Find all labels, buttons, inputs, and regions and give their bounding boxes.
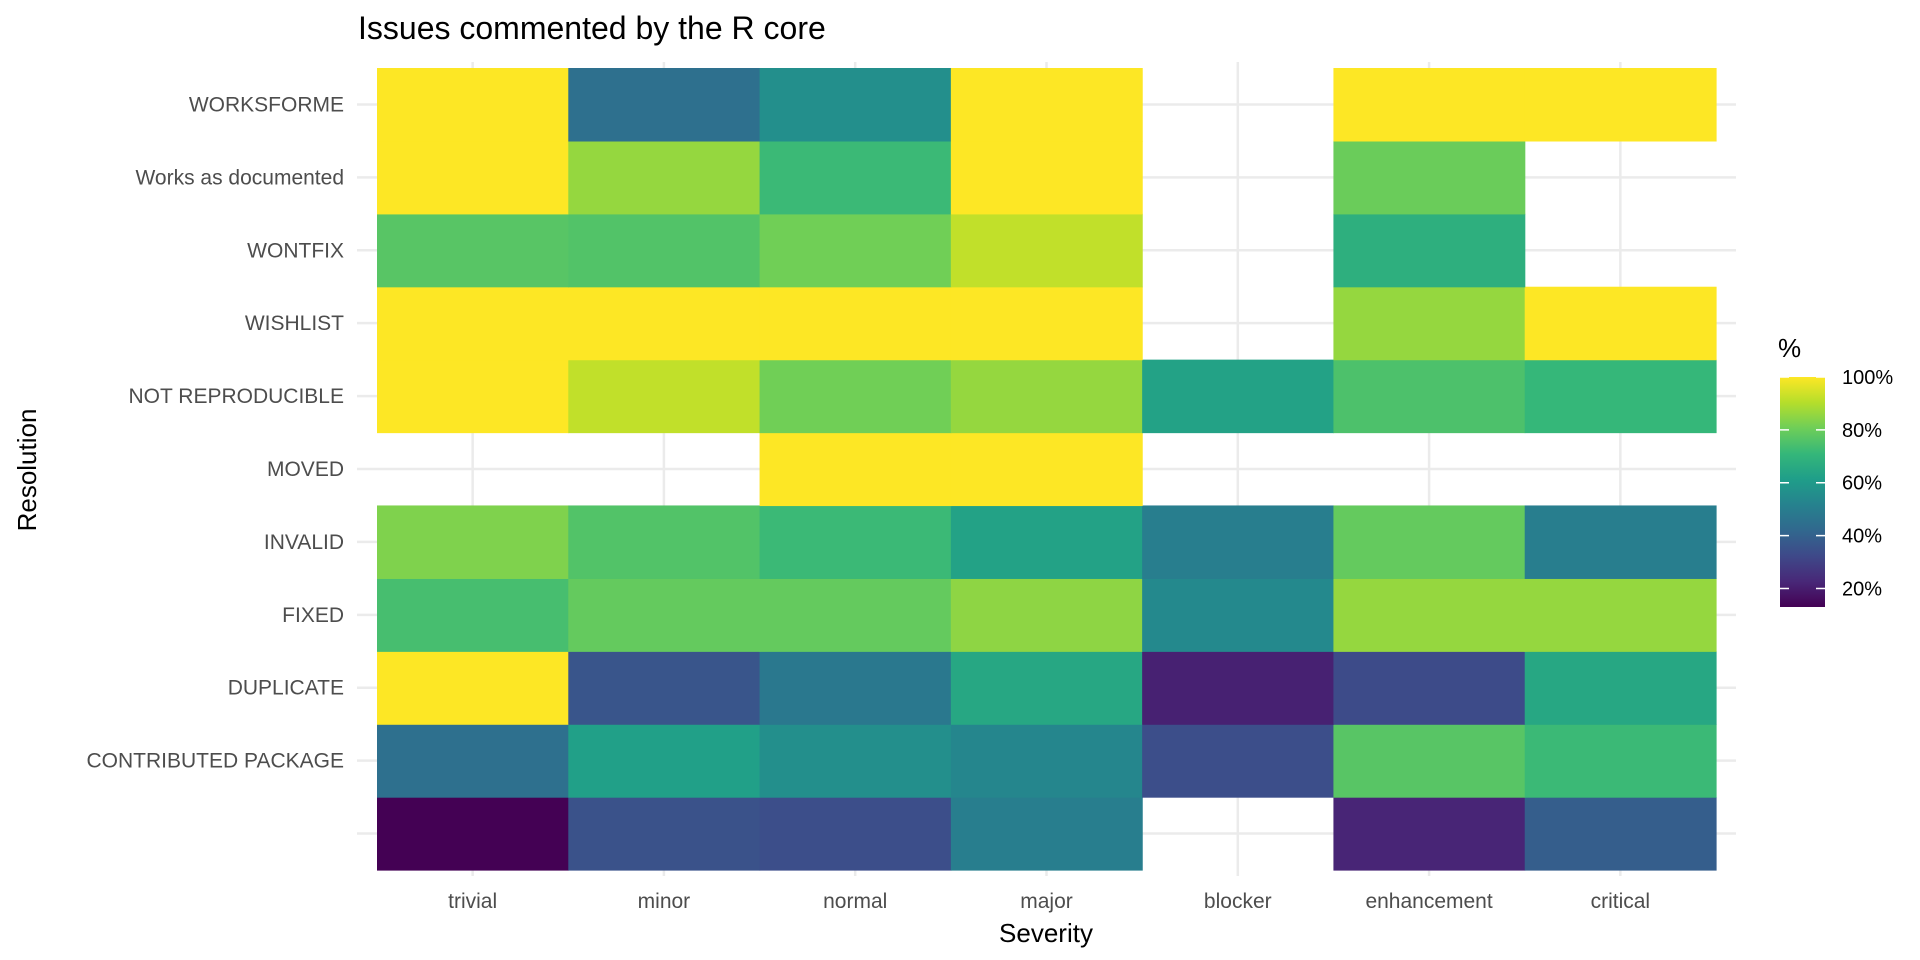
colorbar-tick-label: 100% bbox=[1842, 367, 1893, 389]
heatmap-cell bbox=[1333, 724, 1526, 798]
heatmap-cell bbox=[759, 797, 952, 871]
heatmap-cell bbox=[1333, 140, 1526, 215]
colorbar-tick-label: 40% bbox=[1842, 526, 1882, 548]
x-axis-ticks: trivial minor normal major blocker enhancemen… bbox=[448, 890, 1650, 913]
x-tick-label: normal bbox=[823, 890, 887, 913]
heatmap-cell bbox=[759, 578, 952, 652]
chart-title: Issues commented by the R core bbox=[358, 10, 826, 46]
colorbar-ticks: 20% 40% 60% 80% 100% bbox=[1780, 367, 1893, 600]
x-axis-title: Severity bbox=[999, 918, 1093, 948]
y-tick-label: CONTRIBUTED PACKAGE bbox=[87, 750, 344, 773]
y-tick-label: NOT REPRODUCIBLE bbox=[129, 385, 345, 408]
heatmap-cell bbox=[1333, 578, 1526, 652]
heatmap-cell bbox=[759, 213, 952, 288]
heatmap-cell bbox=[950, 432, 1143, 507]
heatmap-cell bbox=[568, 213, 761, 288]
x-tick-label: blocker bbox=[1204, 890, 1272, 913]
y-tick-label: DUPLICATE bbox=[228, 677, 344, 700]
colorbar-tick-label: 20% bbox=[1842, 578, 1882, 600]
heatmap-cell bbox=[1142, 724, 1335, 798]
heatmap-cell bbox=[1333, 286, 1526, 361]
heatmap-cell bbox=[1142, 651, 1335, 725]
heatmap-cell bbox=[1333, 359, 1526, 434]
heatmap-cell bbox=[950, 724, 1143, 798]
heatmap-cell bbox=[568, 797, 761, 871]
heatmap-cells bbox=[377, 68, 1717, 871]
heatmap-cell bbox=[568, 651, 761, 725]
heatmap-cell bbox=[1524, 578, 1717, 652]
heatmap-cell bbox=[377, 68, 569, 142]
x-tick-label: critical bbox=[1591, 890, 1651, 913]
heatmap-cell bbox=[568, 505, 761, 579]
colorbar-tick-label: 80% bbox=[1842, 420, 1882, 442]
y-tick-label: FIXED bbox=[282, 604, 344, 627]
heatmap-cell bbox=[1524, 68, 1717, 142]
x-tick-label: major bbox=[1020, 890, 1073, 913]
heatmap-cell bbox=[1333, 505, 1526, 579]
heatmap-cell bbox=[377, 797, 569, 871]
heatmap-cell bbox=[950, 505, 1143, 579]
heatmap-cell bbox=[568, 724, 761, 798]
heatmap-cell bbox=[1524, 286, 1717, 361]
heatmap-cell bbox=[759, 140, 952, 215]
y-tick-label: WORKSFORME bbox=[189, 93, 344, 116]
legend-title: % bbox=[1778, 333, 1801, 363]
x-tick-label: trivial bbox=[448, 890, 497, 913]
heatmap-cell bbox=[1333, 213, 1526, 288]
heatmap-cell bbox=[568, 359, 761, 434]
heatmap-cell bbox=[568, 140, 761, 215]
heatmap-cell bbox=[1524, 359, 1717, 434]
heatmap-cell bbox=[1142, 578, 1335, 652]
heatmap-cell bbox=[759, 505, 952, 579]
heatmap-cell bbox=[1524, 505, 1717, 579]
heatmap-cell bbox=[377, 505, 569, 579]
heatmap-cell bbox=[377, 140, 569, 215]
heatmap-cell bbox=[950, 578, 1143, 652]
heatmap-cell bbox=[950, 68, 1143, 142]
heatmap-cell bbox=[377, 724, 569, 798]
y-axis-title: Resolution bbox=[12, 409, 42, 532]
colorbar-legend: % 20% 40% 60% 80% 100% bbox=[1778, 333, 1893, 607]
heatmap-cell bbox=[568, 286, 761, 361]
heatmap-cell bbox=[759, 68, 952, 142]
heatmap-cell bbox=[1524, 724, 1717, 798]
heatmap-cell bbox=[568, 578, 761, 652]
heatmap-cell bbox=[759, 724, 952, 798]
heatmap-cell bbox=[1333, 651, 1526, 725]
heatmap-cell bbox=[759, 432, 952, 507]
y-tick-label: Works as documented bbox=[135, 166, 344, 189]
heatmap-cell bbox=[377, 213, 569, 288]
heatmap-cell bbox=[759, 286, 952, 361]
y-axis-ticks: CONTRIBUTED PACKAGE DUPLICATE FIXED INVALID… bbox=[87, 93, 345, 772]
heatmap-cell bbox=[950, 286, 1143, 361]
heatmap-cell bbox=[377, 286, 569, 361]
heatmap-cell bbox=[568, 68, 761, 142]
colorbar-tick-label: 60% bbox=[1842, 473, 1882, 495]
heatmap-cell bbox=[377, 359, 569, 434]
heatmap-cell bbox=[377, 651, 569, 725]
heatmap-cell bbox=[1524, 651, 1717, 725]
heatmap-cell bbox=[950, 797, 1143, 871]
heatmap-cell bbox=[1142, 359, 1335, 434]
y-tick-label: MOVED bbox=[267, 458, 344, 481]
y-tick-label: WONTFIX bbox=[247, 239, 344, 262]
heatmap-cell bbox=[1142, 505, 1335, 579]
colorbar bbox=[1780, 377, 1825, 607]
heatmap-cell bbox=[950, 140, 1143, 215]
heatmap-cell bbox=[377, 578, 569, 652]
x-tick-label: enhancement bbox=[1365, 890, 1492, 913]
x-tick-label: minor bbox=[638, 890, 691, 913]
heatmap-cell bbox=[1333, 68, 1526, 142]
heatmap-cell bbox=[950, 213, 1143, 288]
y-tick-label: INVALID bbox=[264, 531, 344, 554]
heatmap-cell bbox=[950, 651, 1143, 725]
y-tick-label: WISHLIST bbox=[245, 312, 344, 335]
heatmap-cell bbox=[950, 359, 1143, 434]
heatmap-cell bbox=[759, 651, 952, 725]
heatmap-cell bbox=[759, 359, 952, 434]
heatmap-cell bbox=[1333, 797, 1526, 871]
heatmap-cell bbox=[1524, 797, 1717, 871]
